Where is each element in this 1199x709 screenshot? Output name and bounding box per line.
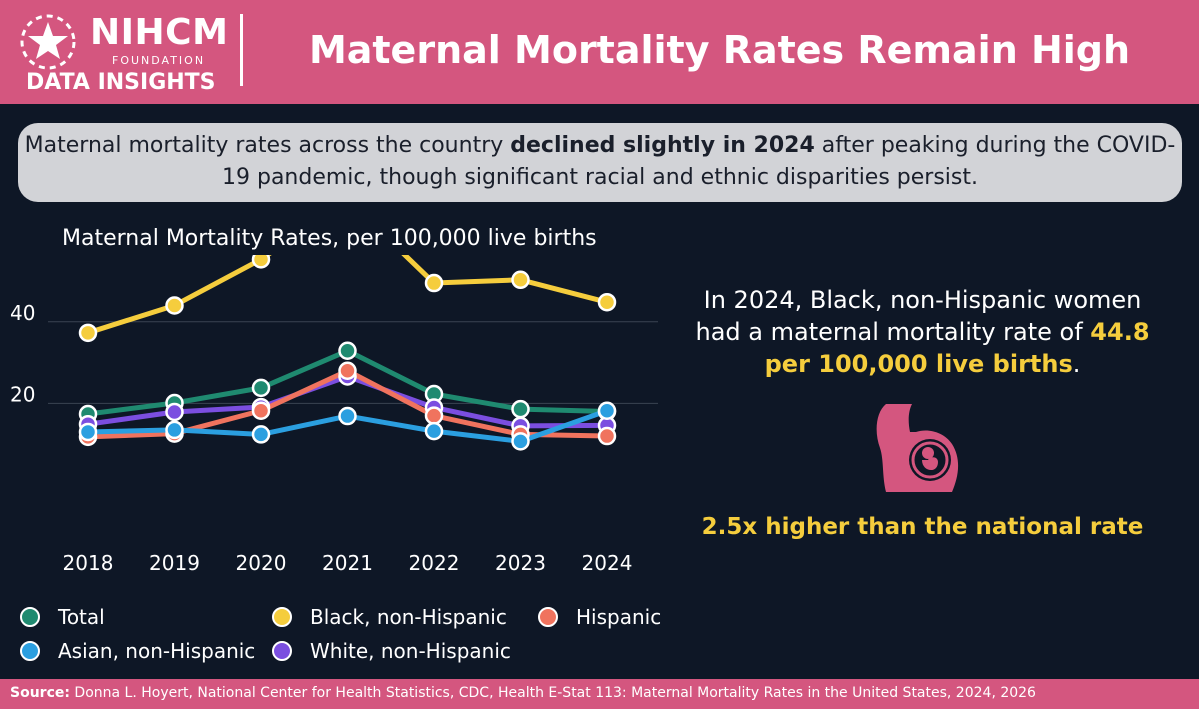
data-point [165,296,184,315]
star-logo-icon [20,14,76,70]
x-tick-label: 2018 [63,551,114,575]
summary-text-end: after peaking during the COVID-19 pandem… [222,133,1176,190]
x-tick-label: 2024 [582,551,633,575]
callout-highlight: 44.8 per 100,000 live births [764,318,1150,378]
legend-swatch [272,607,292,627]
data-point [511,432,530,451]
data-point [511,270,530,290]
source-text: Donna L. Hoyert, National Center for Hea… [69,685,1036,701]
series-line [85,255,610,336]
data-point [165,420,184,440]
data-point [511,399,530,419]
data-point [251,378,271,398]
data-point [424,406,444,425]
callout-text: In 2024, Black, non-Hispanic women had a… [690,284,1155,380]
logo-tagline: DATA INSIGHTS [26,70,216,95]
x-tick-label: 2021 [322,551,373,575]
page-title: Maternal Mortality Rates Remain High [308,28,1131,72]
source-bar: Source: Donna L. Hoyert, National Center… [0,679,1199,709]
data-point [424,273,444,293]
legend-label: Black, non-Hispanic [310,605,507,629]
nihcm-logo[interactable]: NIHCM FOUNDATION DATA INSIGHTS [14,8,228,98]
legend-label: Total [58,605,105,629]
logo-name: NIHCM [90,12,229,53]
x-tick-label: 2020 [236,551,287,575]
legend-label: Asian, non-Hispanic [58,639,256,663]
data-point [78,422,98,442]
chart-title: Maternal Mortality Rates, per 100,000 li… [62,226,597,251]
x-tick-label: 2023 [495,551,546,575]
x-tick-label: 2022 [409,551,460,575]
callout-text-start: In 2024, Black, non-Hispanic women had a… [695,286,1142,346]
data-point [251,401,271,420]
pregnant-woman-icon [876,404,959,492]
y-tick-label: 40 [10,301,35,325]
source-label: Source: [10,685,70,701]
data-point [78,323,98,343]
line-chart: 2040602018201920202021202220232024 [10,255,658,575]
data-point [251,255,271,269]
chart-legend: Total Black, non-Hispanic Hispanic Asian… [20,604,700,670]
logo-subtitle: FOUNDATION [112,54,206,67]
summary-text-bold: declined slightly in 2024 [510,133,815,158]
data-point [597,292,617,312]
y-tick-label: 20 [10,382,35,406]
data-point [165,402,184,422]
callout-text-end: . [1072,350,1081,378]
header-divider [240,14,243,86]
summary-box: Maternal mortality rates across the coun… [18,123,1182,202]
ratio-text: 2.5x higher than the national rate [701,514,1144,540]
data-point [338,341,357,361]
data-point [338,406,357,426]
legend-label: White, non-Hispanic [310,639,511,663]
legend-swatch [538,607,558,627]
legend-swatch [20,607,40,627]
legend-label: Hispanic [576,605,662,629]
x-tick-label: 2019 [149,551,200,575]
data-point [338,361,357,381]
data-point [597,426,617,446]
data-point [251,425,271,444]
legend-swatch [272,641,292,661]
summary-text-start: Maternal mortality rates across the coun… [24,133,511,158]
data-point [597,401,617,420]
data-point [424,421,444,441]
legend-swatch [20,641,40,661]
header-bar: NIHCM FOUNDATION DATA INSIGHTS Maternal … [0,0,1199,104]
